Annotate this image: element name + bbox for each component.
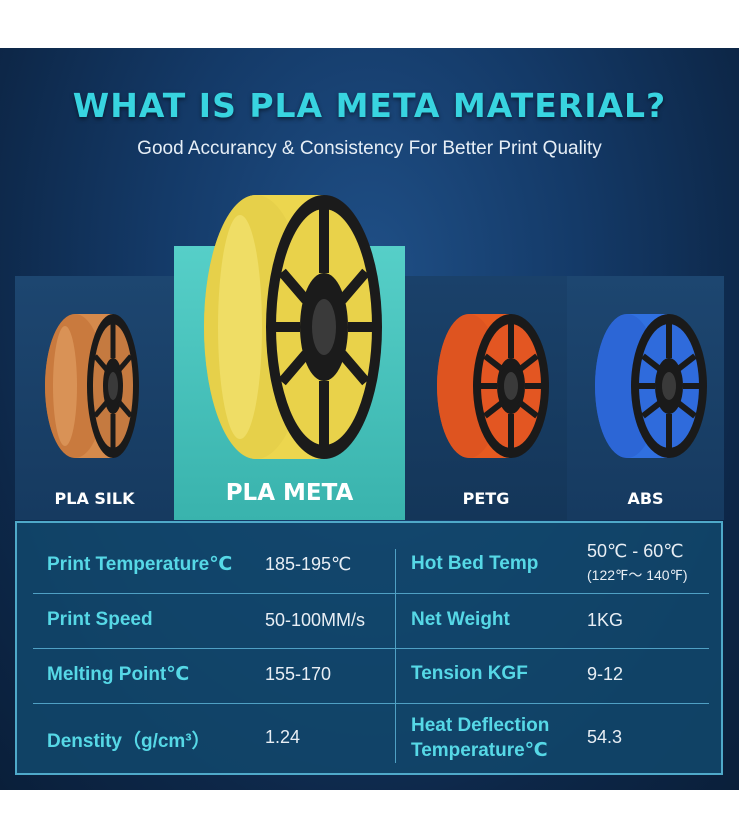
- density-value: 1.24: [265, 727, 301, 747]
- tension-label: Tension KGF: [411, 663, 528, 684]
- pla-silk-spool-image: [45, 314, 139, 458]
- density-label: Denstity（g/cm³）: [47, 731, 211, 752]
- material-card-pla-silk: PLA SILK: [15, 276, 174, 520]
- hot-bed-temp-label: Hot Bed Temp: [411, 553, 539, 574]
- heat-deflection-value: 54.3: [587, 727, 623, 747]
- heat-deflection-label-line2: Temperature℃: [411, 740, 548, 761]
- print-temperature-value: 185-195℃: [265, 554, 352, 574]
- row-divider: [33, 648, 709, 649]
- print-speed-value: 50-100MM/s: [265, 610, 366, 630]
- row-divider: [33, 703, 709, 704]
- heat-deflection-label-line1: Heat Deflection: [411, 715, 550, 736]
- column-divider: [395, 549, 396, 763]
- hot-bed-temp-value: 50℃ - 60℃: [587, 541, 684, 561]
- net-weight-value: 1KG: [587, 610, 624, 630]
- page-title: WHAT IS PLA META MATERIAL?: [72, 86, 667, 125]
- abs-spool-image: [595, 314, 707, 458]
- abs-label: ABS: [627, 489, 664, 508]
- page-subtitle: Good Accurancy & Consistency For Better …: [137, 138, 602, 159]
- tension-value: 9-12: [587, 664, 624, 684]
- pla-meta-spool-image: [204, 195, 382, 459]
- banner: WHAT IS PLA META MATERIAL? Good Accuranc…: [0, 48, 739, 790]
- pla-meta-label: PLA META: [225, 480, 354, 506]
- petg-spool-image: [437, 314, 549, 458]
- print-temperature-label: Print Temperature℃: [47, 554, 233, 575]
- melting-point-label: Melting Point℃: [47, 664, 190, 685]
- spec-table: Print Temperature℃ 185-195℃ Hot Bed Temp…: [15, 521, 723, 775]
- net-weight-label: Net Weight: [411, 609, 510, 630]
- row-divider: [33, 593, 709, 594]
- petg-label: PETG: [462, 489, 510, 508]
- melting-point-value: 155-170: [265, 664, 332, 684]
- material-card-abs: ABS: [567, 276, 724, 520]
- print-speed-label: Print Speed: [47, 609, 153, 630]
- pla-silk-label: PLA SILK: [54, 489, 135, 508]
- material-card-petg: PETG: [405, 276, 567, 520]
- hot-bed-temp-fahrenheit: (122℉～ 140℉): [587, 567, 688, 583]
